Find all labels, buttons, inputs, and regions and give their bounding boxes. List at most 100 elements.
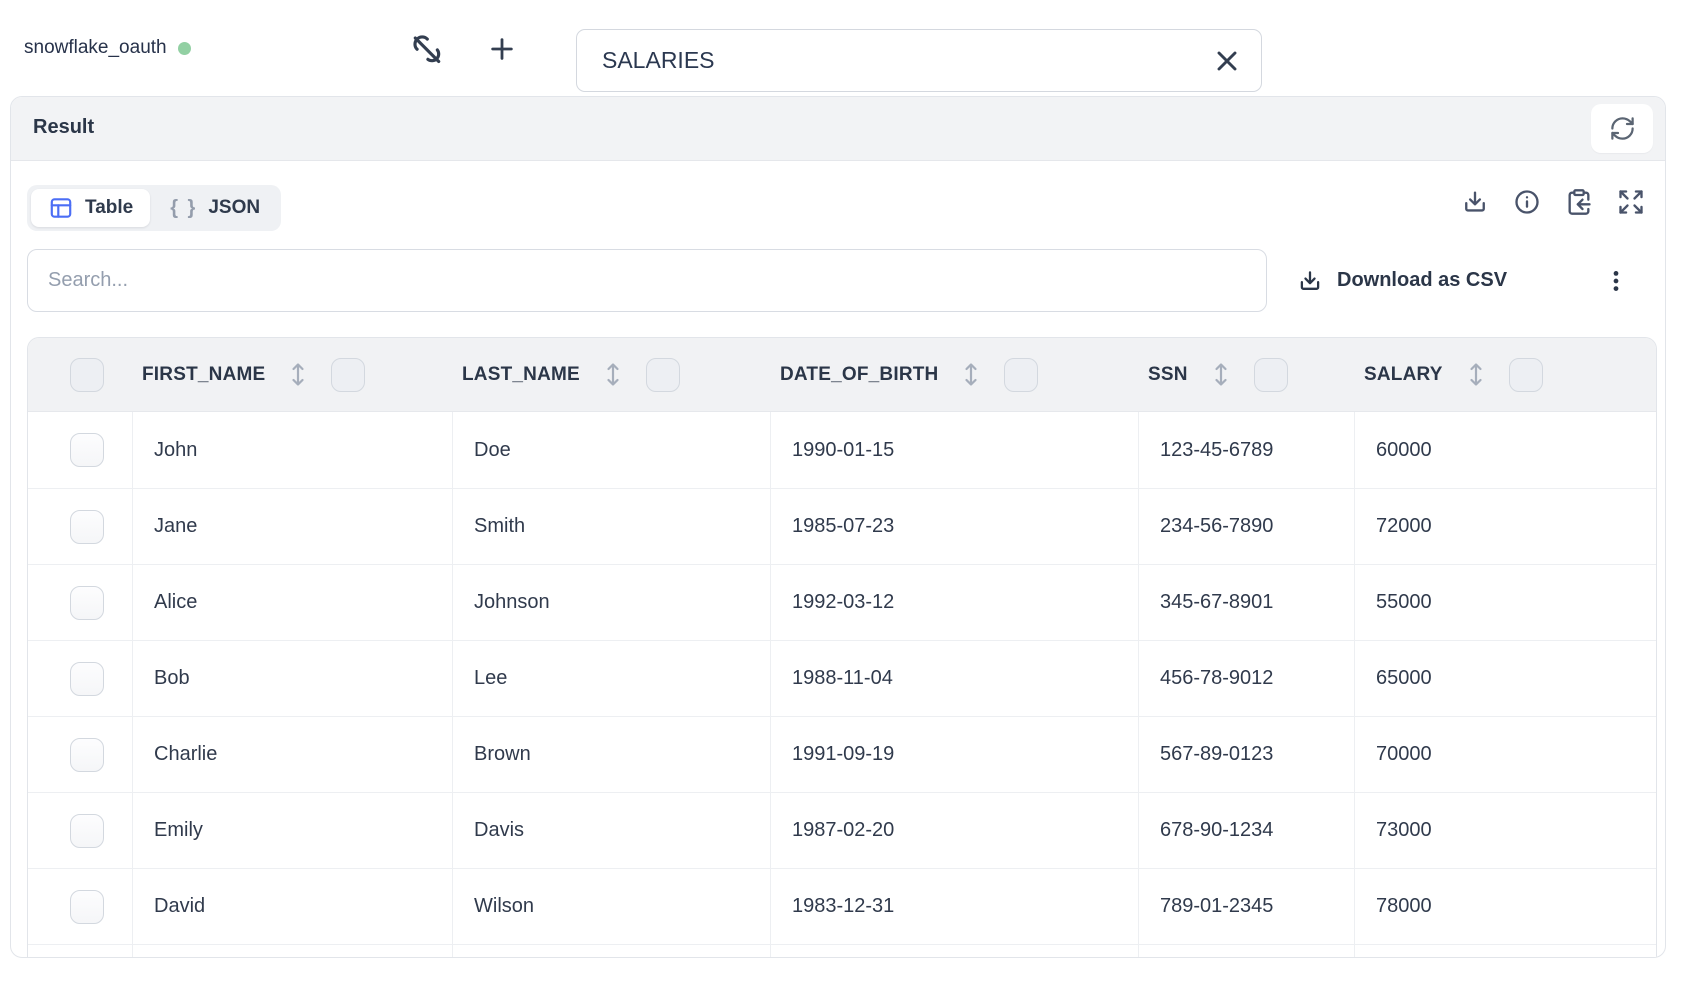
- column-checkbox[interactable]: [645, 357, 680, 392]
- select-all-checkbox[interactable]: [70, 357, 104, 392]
- row-checkbox[interactable]: [70, 737, 104, 772]
- result-panel-body: Table { } JSON: [11, 161, 1665, 957]
- table-cell: Brown: [452, 717, 770, 792]
- add-tab-button[interactable]: [482, 33, 522, 65]
- row-checkbox[interactable]: [70, 509, 104, 544]
- info-button[interactable]: [1513, 188, 1541, 216]
- connection-name: snowflake_oauth: [24, 37, 167, 58]
- expand-button[interactable]: [1617, 188, 1645, 216]
- table-cell: 60000: [1354, 412, 1656, 488]
- row-select-cell: [28, 793, 132, 868]
- column-label[interactable]: DATE_OF_BIRTH: [780, 363, 939, 385]
- plus-icon: [491, 38, 513, 60]
- table-cell: Bob: [132, 641, 452, 716]
- download-button[interactable]: [1461, 188, 1489, 216]
- row-checkbox[interactable]: [70, 433, 104, 467]
- copy-to-clipboard-button[interactable]: [1565, 188, 1593, 216]
- view-switch: Table { } JSON: [27, 185, 282, 231]
- column-label[interactable]: LAST_NAME: [462, 363, 580, 385]
- table-cell: 567-89-0123: [1138, 717, 1354, 792]
- result-panel: Result Table { } JSON: [10, 96, 1666, 958]
- info-icon: [1515, 190, 1539, 214]
- table-cell: Wilson: [452, 869, 770, 944]
- refresh-icon: [1610, 117, 1634, 140]
- column-checkbox[interactable]: [1508, 357, 1543, 392]
- table-cell: 1992-03-12: [770, 565, 1138, 640]
- table-cell: 1988-11-04: [770, 641, 1138, 716]
- table-name-input[interactable]: [577, 47, 1211, 74]
- table-cell: 1983-12-31: [770, 869, 1138, 944]
- download-icon: [1465, 191, 1485, 212]
- table-row[interactable]: Jane Smith 1985-07-23 234-56-7890 72000: [28, 488, 1656, 564]
- row-select-cell: [28, 641, 132, 716]
- table-row[interactable]: Bob Lee 1988-11-04 456-78-9012 65000: [28, 640, 1656, 716]
- table-icon: [50, 198, 72, 218]
- column-label[interactable]: SSN: [1148, 363, 1188, 385]
- sort-icon[interactable]: [603, 359, 623, 390]
- tab-table-label: Table: [85, 197, 134, 218]
- table-cell: John: [132, 412, 452, 488]
- table-cell: 456-78-9012: [1138, 641, 1354, 716]
- column-checkbox[interactable]: [331, 357, 366, 392]
- search-input[interactable]: [27, 249, 1267, 312]
- table-cell: Doe: [452, 412, 770, 488]
- table-cell: 72000: [1354, 489, 1656, 564]
- table-cell: Charlie: [132, 717, 452, 792]
- table-row[interactable]: John Doe 1990-01-15 123-45-6789 60000: [28, 412, 1656, 488]
- panel-title: Result: [33, 116, 95, 138]
- table-cell: 73000: [1354, 793, 1656, 868]
- table-cell: 70000: [1354, 717, 1656, 792]
- row-select-cell: [28, 412, 132, 488]
- table-header-row: FIRST_NAME LAST_NAME DATE_OF_BIRTH SSN SALAR…: [28, 338, 1656, 412]
- table-cell: 55000: [1354, 565, 1656, 640]
- tab-json-label: JSON: [208, 197, 261, 218]
- sort-icon[interactable]: [961, 359, 981, 390]
- connection-status-dot: [177, 41, 191, 55]
- connection-chip[interactable]: snowflake_oauth: [24, 0, 191, 96]
- table-cell: David: [132, 869, 452, 944]
- disconnect-button[interactable]: [404, 31, 450, 67]
- table-cell: 1990-01-15: [770, 412, 1138, 488]
- table-cell: 1987-02-20: [770, 793, 1138, 868]
- table-cell: 1985-07-23: [770, 489, 1138, 564]
- sort-icon[interactable]: [1211, 359, 1231, 390]
- more-options-button[interactable]: [1603, 249, 1629, 312]
- clear-button[interactable]: [1211, 45, 1243, 77]
- table-row[interactable]: Alice Johnson 1992-03-12 345-67-8901 55000: [28, 564, 1656, 640]
- tab-table[interactable]: Table: [31, 189, 151, 227]
- row-select-cell: [28, 717, 132, 792]
- table-cell: Lee: [452, 641, 770, 716]
- table-cell: 678-90-1234: [1138, 793, 1354, 868]
- result-table: FIRST_NAME LAST_NAME DATE_OF_BIRTH SSN SALAR…: [27, 337, 1657, 957]
- column-label[interactable]: SALARY: [1364, 363, 1443, 385]
- kebab-menu-icon: [1613, 270, 1619, 291]
- table-row[interactable]: Charlie Brown 1991-09-19 567-89-0123 70000: [28, 716, 1656, 792]
- column-header-ssn: SSN: [1138, 338, 1354, 411]
- table-cell: Johnson: [452, 565, 770, 640]
- download-csv-label: Download as CSV: [1337, 269, 1508, 291]
- row-checkbox[interactable]: [70, 661, 104, 696]
- column-checkbox[interactable]: [1253, 357, 1288, 392]
- row-checkbox[interactable]: [70, 889, 104, 924]
- row-select-cell: [28, 489, 132, 564]
- tab-json[interactable]: { } JSON: [153, 189, 277, 227]
- table-name-field: [576, 29, 1262, 92]
- select-all-cell: [28, 338, 132, 411]
- table-row[interactable]: Emily Davis 1987-02-20 678-90-1234 73000: [28, 792, 1656, 868]
- download-icon: [1300, 270, 1320, 290]
- column-checkbox[interactable]: [1004, 357, 1039, 392]
- refresh-button[interactable]: [1591, 104, 1653, 153]
- download-csv-button[interactable]: Download as CSV: [1297, 249, 1507, 312]
- table-cell: Alice: [132, 565, 452, 640]
- column-header-date_of_birth: DATE_OF_BIRTH: [770, 338, 1138, 411]
- table-row[interactable]: David Wilson 1983-12-31 789-01-2345 78000: [28, 868, 1656, 944]
- sort-icon[interactable]: [288, 359, 308, 390]
- row-select-cell: [28, 869, 132, 944]
- column-label[interactable]: FIRST_NAME: [142, 363, 266, 385]
- row-checkbox[interactable]: [70, 585, 104, 620]
- table-body: John Doe 1990-01-15 123-45-6789 60000 Jane Smi…: [28, 412, 1656, 957]
- table-row-partial: [28, 944, 1656, 957]
- row-checkbox[interactable]: [70, 813, 104, 848]
- sort-icon[interactable]: [1466, 359, 1486, 390]
- column-header-salary: SALARY: [1354, 338, 1656, 411]
